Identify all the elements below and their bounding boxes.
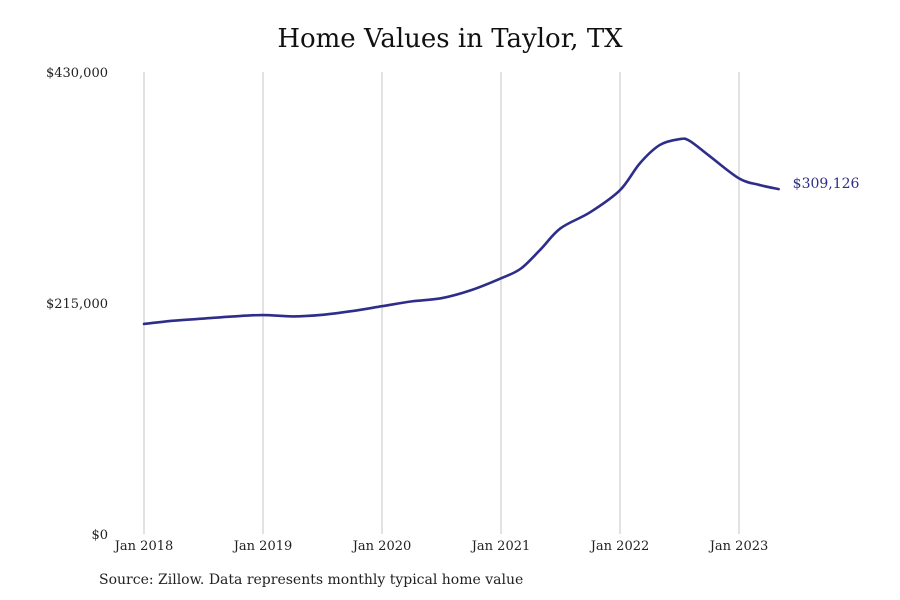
series-layer: $309,126	[142, 137, 860, 326]
y-tick-label: $0	[91, 528, 108, 543]
y-tick-label: $215,000	[46, 297, 108, 312]
chart-title: Home Values in Taylor, TX	[277, 24, 623, 54]
x-tick-label: Jan 2018	[113, 539, 174, 554]
source-note: Source: Zillow. Data represents monthly …	[99, 572, 524, 588]
x-tick-label: Jan 2020	[351, 539, 412, 554]
gridlines	[143, 72, 740, 534]
end-value-label: $309,126	[793, 176, 860, 192]
x-axis-ticks: Jan 2018 Jan 2019 Jan 2020 Jan 2021 Jan 2022…	[113, 539, 769, 554]
x-tick-label: Jan 2021	[470, 539, 531, 554]
y-tick-label: $430,000	[46, 66, 108, 81]
x-tick-label: Jan 2023	[708, 539, 769, 554]
y-axis-ticks: $0 $215,000 $430,000	[46, 66, 108, 543]
series-line	[142, 137, 780, 326]
x-tick-label: Jan 2019	[232, 539, 293, 554]
x-tick-label: Jan 2022	[589, 539, 650, 554]
